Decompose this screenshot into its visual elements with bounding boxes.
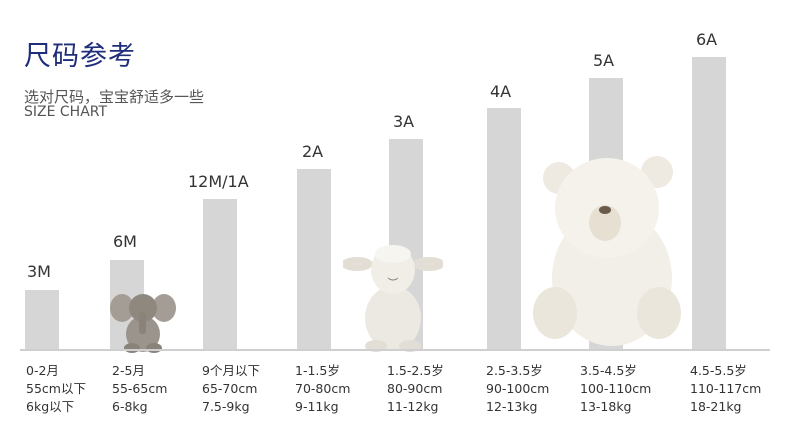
size-info-column: 9个月以下 65-70cm 7.5-9kg: [202, 362, 260, 416]
baseline-divider: [20, 349, 770, 351]
size-bar-2a: [297, 169, 331, 349]
size-label: 2A: [302, 142, 324, 161]
age-range: 1-1.5岁: [295, 363, 340, 378]
page-title: 尺码参考: [24, 41, 136, 72]
subtitle: 选对尺码，宝宝舒适多一些: [24, 88, 205, 106]
size-info-column: 4.5-5.5岁 110-117cm 18-21kg: [690, 362, 761, 416]
height-range: 55-65cm: [112, 381, 168, 396]
size-bar-6a: [692, 57, 726, 349]
size-label: 6M: [113, 232, 137, 251]
height-range: 55cm以下: [26, 381, 86, 396]
size-info-column: 3.5-4.5岁 100-110cm 13-18kg: [580, 362, 651, 416]
age-range: 1.5-2.5岁: [387, 363, 444, 378]
age-range: 2.5-3.5岁: [486, 363, 543, 378]
size-label: 5A: [593, 51, 615, 70]
size-label: 6A: [696, 30, 718, 49]
lamb-plush-image: [343, 245, 443, 352]
size-info-column: 1-1.5岁 70-80cm 9-11kg: [295, 362, 350, 416]
height-range: 100-110cm: [580, 381, 652, 396]
size-info-column: 0-2月 55cm以下 6kg以下: [26, 362, 86, 416]
weight-range: 18-21kg: [690, 399, 742, 414]
size-info-column: 2-5月 55-65cm 6-8kg: [112, 362, 167, 416]
bear-plush-image: [533, 156, 681, 346]
size-info-column: 2.5-3.5岁 90-100cm 12-13kg: [486, 362, 549, 416]
weight-range: 12-13kg: [486, 399, 538, 414]
height-range: 70-80cm: [295, 381, 351, 396]
size-bar-4a: [487, 108, 521, 349]
weight-range: 11-12kg: [387, 399, 439, 414]
elephant-plush-image: [110, 294, 176, 353]
size-label: 4A: [490, 82, 512, 101]
age-range: 0-2月: [26, 363, 59, 378]
age-range: 9个月以下: [202, 363, 260, 378]
size-info-column: 1.5-2.5岁 80-90cm 11-12kg: [387, 362, 444, 416]
height-range: 65-70cm: [202, 381, 258, 396]
weight-range: 6kg以下: [26, 399, 75, 414]
weight-range: 7.5-9kg: [202, 399, 250, 414]
size-bar-12m: [203, 199, 237, 349]
size-label: 3M: [27, 262, 51, 281]
age-range: 4.5-5.5岁: [690, 363, 747, 378]
age-range: 2-5月: [112, 363, 145, 378]
weight-range: 13-18kg: [580, 399, 632, 414]
subtitle-en: SIZE CHART: [24, 104, 108, 120]
height-range: 90-100cm: [486, 381, 550, 396]
weight-range: 9-11kg: [295, 399, 339, 414]
height-range: 80-90cm: [387, 381, 443, 396]
height-range: 110-117cm: [690, 381, 762, 396]
weight-range: 6-8kg: [112, 399, 148, 414]
size-label: 3A: [393, 112, 415, 131]
size-label: 12M/1A: [188, 172, 249, 191]
age-range: 3.5-4.5岁: [580, 363, 637, 378]
size-bar-3m: [25, 290, 59, 349]
